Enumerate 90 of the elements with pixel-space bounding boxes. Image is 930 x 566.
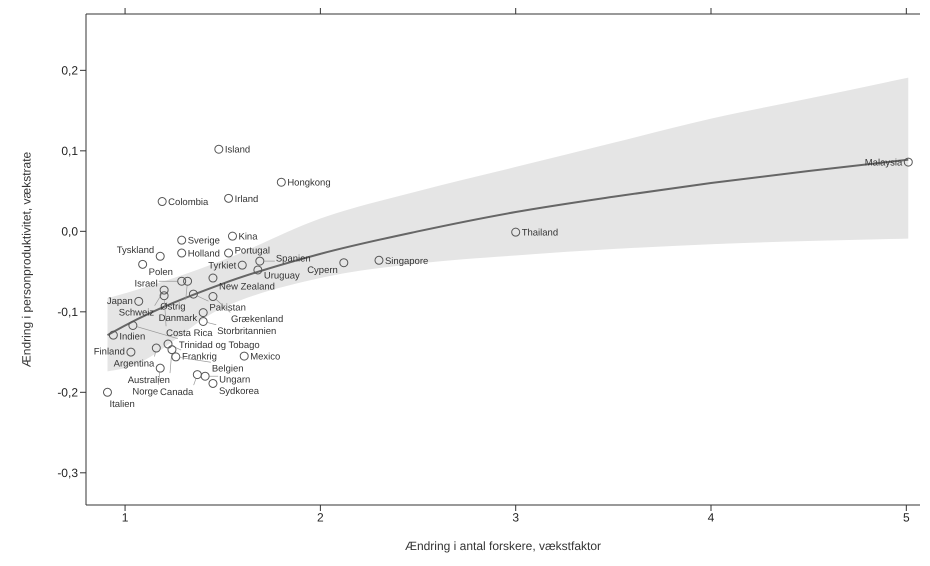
data-label: Storbritannien: [217, 326, 276, 337]
point: [156, 252, 165, 261]
data-label: Hongkong: [287, 178, 331, 189]
point: [276, 178, 286, 187]
y-tick-label: 0,2: [61, 64, 78, 78]
point: [511, 228, 520, 237]
point: [208, 292, 218, 302]
data-label: Italien: [109, 398, 135, 410]
data-label: Tyrkiet: [208, 260, 237, 272]
x-tick-label: 1: [122, 510, 129, 525]
data-label: Singapore: [384, 256, 428, 267]
data-label: Israel: [134, 278, 158, 290]
point: [198, 308, 208, 318]
point: [160, 291, 169, 300]
y-tick-label: -0,2: [57, 386, 78, 400]
point: [214, 144, 224, 154]
x-tick-label: 3: [512, 510, 520, 525]
y-tick-label: -0,3: [57, 466, 78, 480]
data-label: Australien: [128, 375, 170, 386]
data-label: Irland: [234, 194, 258, 205]
data-label: Tyskland: [116, 244, 154, 256]
x-tick-label: 5: [902, 510, 910, 525]
point: [200, 372, 210, 381]
point: [164, 340, 173, 349]
data-label: Holland: [188, 248, 220, 260]
point: [171, 352, 180, 362]
data-label: Cypern: [307, 265, 338, 276]
point: [167, 345, 176, 354]
point: [208, 274, 218, 283]
data-label: Kina: [238, 232, 258, 243]
point: [238, 260, 247, 270]
point: [126, 348, 136, 357]
point: [152, 344, 161, 353]
point: [224, 194, 234, 203]
data-label: Argentina: [114, 358, 156, 370]
data-label: Mexico: [250, 352, 280, 363]
data-label: Japan: [106, 296, 133, 307]
point: [108, 330, 118, 340]
data-label: Norge: [132, 386, 158, 398]
point: [102, 388, 112, 397]
data-label: Trinidad og Tobago: [178, 340, 260, 352]
point: [128, 321, 138, 330]
data-label: Grækenland: [230, 314, 284, 326]
point: [208, 378, 218, 388]
x-tick-label: 2: [317, 510, 324, 525]
data-label: Frankrig: [182, 352, 217, 363]
x-tick-label: 4: [708, 510, 715, 525]
point: [192, 370, 202, 380]
data-label: Island: [224, 144, 250, 156]
data-label: Sverige: [188, 236, 220, 247]
point: [255, 256, 264, 266]
data-label: Finland: [94, 346, 125, 358]
x-axis-title: Ændring i antal forskere, vækstfaktor: [404, 539, 602, 553]
point: [177, 248, 186, 258]
point: [240, 352, 249, 361]
data-label: Portugal: [234, 246, 270, 257]
y-axis-title: Ændring i personproduktivitet, vækstrate: [19, 151, 34, 368]
data-label: Uruguay: [264, 270, 300, 282]
point: [134, 296, 144, 306]
point: [138, 260, 148, 269]
point: [183, 276, 192, 286]
data-label: Ungarn: [219, 374, 250, 386]
data-label: Belgien: [212, 363, 244, 374]
point: [904, 158, 913, 167]
point: [374, 256, 384, 265]
data-label: Canada: [160, 387, 194, 398]
y-tick-label: 0,0: [61, 224, 78, 239]
data-label: Thailand: [522, 228, 558, 239]
data-label: Sydkorea: [218, 386, 260, 397]
data-label: Indien: [119, 332, 146, 343]
point: [156, 364, 165, 373]
point: [177, 236, 186, 245]
point: [253, 265, 262, 274]
data-label: Pakistan: [209, 302, 246, 314]
data-label: Costa Rica: [166, 328, 214, 340]
y-tick-label: -0,1: [57, 305, 78, 320]
point: [177, 276, 186, 286]
point: [339, 258, 348, 268]
point: [188, 290, 198, 299]
data-label: Polen: [148, 266, 173, 278]
point: [228, 232, 237, 241]
point: [160, 286, 169, 295]
data-label: Colombia: [168, 197, 210, 208]
y-tick-label: 0,1: [61, 144, 78, 158]
point: [224, 248, 234, 258]
data-label: Østrig: [160, 302, 186, 313]
point: [158, 197, 167, 206]
data-label: New Zealand: [218, 282, 275, 293]
data-label: Danmark: [158, 313, 198, 324]
point: [198, 316, 208, 326]
